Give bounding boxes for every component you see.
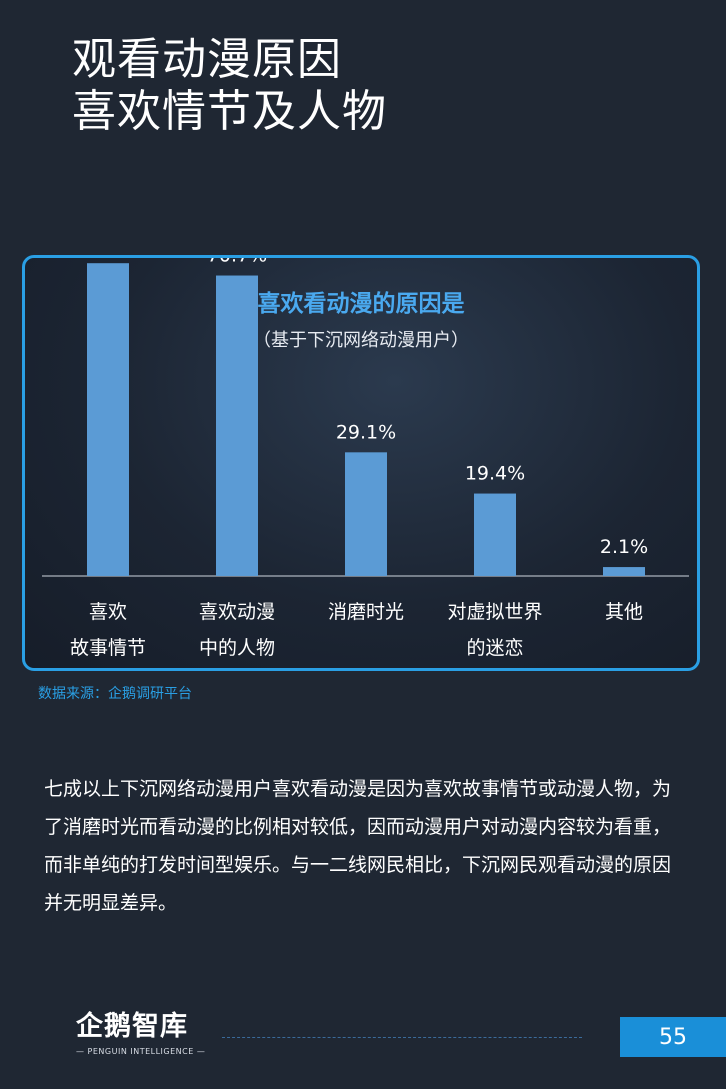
bar-4 (603, 567, 645, 576)
category-label-0-0: 喜欢 (89, 601, 127, 623)
page-title: 观看动漫原因 喜欢情节及人物 (72, 34, 672, 138)
category-label-1-1: 中的人物 (199, 637, 275, 659)
footer-divider (222, 1037, 582, 1038)
bar-2 (345, 452, 387, 576)
value-label-2: 29.1% (336, 421, 396, 443)
category-label-4-0: 其他 (605, 601, 643, 623)
value-label-1: 70.7% (207, 258, 267, 267)
penguin-intelligence-logo: 企鹅智库 — PENGUIN INTELLIGENCE — (76, 1004, 206, 1062)
chart-subtitle: （基于下沉网络动漫用户） (253, 330, 469, 351)
category-label-3-0: 对虚拟世界 (447, 601, 542, 623)
page-title-line-2: 喜欢情节及人物 (72, 86, 387, 137)
bar-0 (87, 263, 129, 576)
category-label-0-1: 故事情节 (70, 637, 146, 659)
logo-subtext: — PENGUIN INTELLIGENCE — (76, 1047, 206, 1056)
bar-chart: 73.6%喜欢故事情节70.7%喜欢动漫中的人物29.1%消磨时光19.4%对虚… (42, 258, 689, 659)
logo-text: 企鹅智库 (76, 1011, 188, 1042)
chart-panel: 喜欢看动漫的原因是 （基于下沉网络动漫用户） 73.6%喜欢故事情节70.7%喜… (22, 255, 700, 671)
source-note: 数据来源：企鹅调研平台 (38, 686, 192, 702)
category-label-1-0: 喜欢动漫 (199, 601, 275, 623)
bar-1 (216, 275, 258, 576)
value-label-4: 2.1% (600, 536, 648, 558)
page-number: 55 (620, 1017, 726, 1057)
category-label-2-0: 消磨时光 (328, 601, 404, 623)
body-paragraph: 七成以上下沉网络动漫用户喜欢看动漫是因为喜欢故事情节或动漫人物，为了消磨时光而看… (44, 778, 672, 914)
category-label-3-1: 的迷恋 (466, 637, 523, 659)
value-label-3: 19.4% (465, 463, 525, 485)
chart-title: 喜欢看动漫的原因是 (257, 291, 465, 317)
bar-3 (474, 493, 516, 576)
page-title-line-1: 观看动漫原因 (72, 34, 342, 85)
